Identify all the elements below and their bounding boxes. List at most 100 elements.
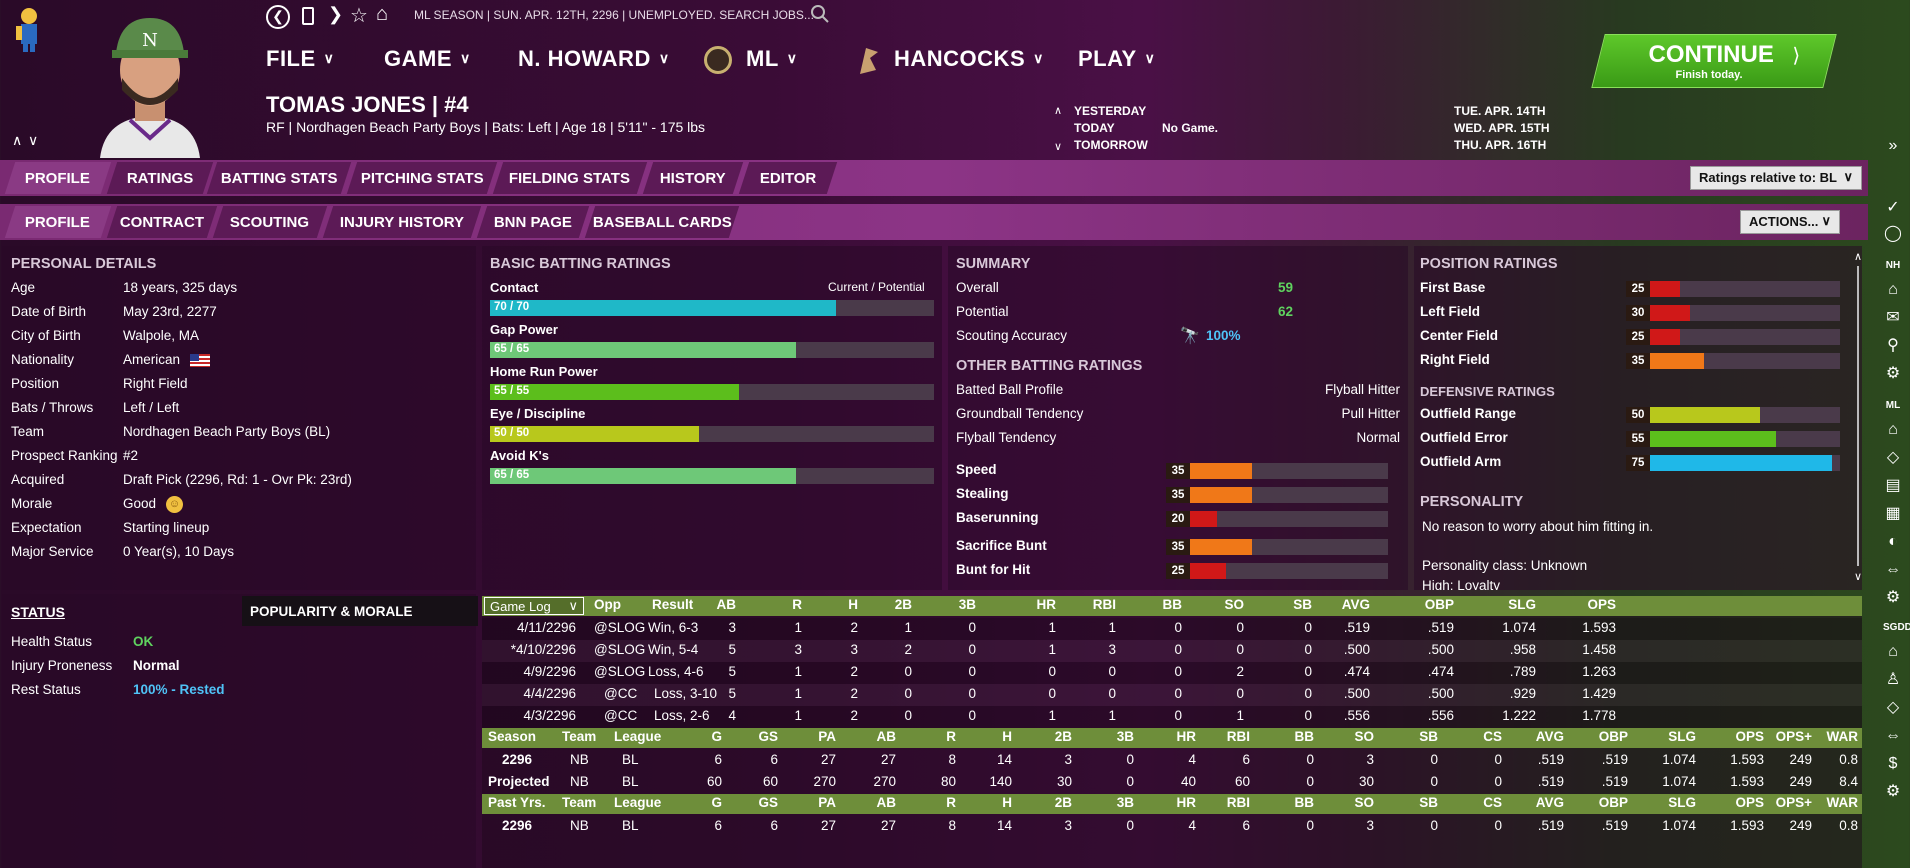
scroll-down-icon[interactable]: ∨ [1854, 571, 1862, 583]
season-status-text[interactable]: ML SEASON | SUN. APR. 12TH, 2296 | UNEMP… [414, 8, 814, 22]
game-stat: 1 [794, 686, 802, 701]
tab-fielding-stats[interactable]: FIELDING STATS [492, 162, 648, 194]
position-rating-value: 25 [1626, 281, 1650, 297]
team-home-icon[interactable]: ⌂ [1888, 281, 1898, 298]
roster-icon[interactable]: ♙ [1885, 671, 1901, 688]
game-log-row[interactable] [482, 618, 1862, 640]
detail-value: American [123, 352, 181, 367]
popularity-morale-tab[interactable]: POPULARITY & MORALE [242, 596, 478, 626]
tab-history[interactable]: HISTORY [642, 162, 744, 194]
game-log-row[interactable] [482, 662, 1862, 684]
season-col-header: OPS [1735, 729, 1764, 744]
player-up-arrow-icon[interactable]: ∧ [12, 132, 23, 148]
position-rating-bar: 30 [1626, 305, 1840, 321]
finance-icon[interactable]: $ [1888, 755, 1898, 772]
defensive-rating-value: 75 [1626, 455, 1650, 471]
subtab-contract[interactable]: CONTRACT [106, 206, 218, 238]
game-log-col-header: SLG [1508, 597, 1536, 612]
game-log-row[interactable] [482, 684, 1862, 706]
defensive-rating-label: Outfield Range [1420, 406, 1517, 421]
sidebar-search-icon[interactable]: ⚲ [1887, 337, 1899, 354]
app-logo-icon[interactable] [12, 6, 46, 52]
subtab-bnn-page[interactable]: BNN PAGE [476, 206, 590, 238]
news-icon[interactable]: ▤ [1885, 477, 1901, 494]
globe-icon[interactable]: ◯ [1884, 225, 1902, 242]
past-col-header: OPS+ [1775, 795, 1812, 810]
subtab-scouting[interactable]: SCOUTING [212, 206, 328, 238]
star-icon[interactable]: ☆ [350, 5, 368, 27]
menu-team[interactable]: HANCOCKS ∨ [894, 46, 1044, 71]
schedule-yesterday[interactable]: YESTERDAY [1074, 104, 1147, 118]
scroll-up-icon[interactable]: ∧ [1854, 251, 1862, 263]
flag-canton [190, 354, 199, 361]
schedule-today[interactable]: TODAY [1074, 121, 1115, 135]
subtab-injury-history[interactable]: INJURY HISTORY [322, 206, 482, 238]
settings-icon[interactable]: ⚙ [1885, 365, 1901, 382]
other-rating-label: Batted Ball Profile [956, 382, 1064, 397]
schedule-up-icon[interactable]: ∧ [1054, 105, 1063, 117]
menu-manager[interactable]: N. HOWARD ∨ [518, 46, 670, 71]
schedule-down-icon[interactable]: ∨ [1054, 141, 1063, 153]
detail-value: Right Field [123, 376, 188, 391]
stats-icon[interactable]: ▦ [1885, 505, 1901, 522]
game-opponent: @SLOG [594, 664, 646, 679]
status-label: Rest Status [11, 682, 81, 697]
position-rating-bar: 35 [1626, 353, 1840, 369]
season-cell: 270 [873, 774, 896, 789]
page-icon[interactable] [302, 7, 314, 25]
subtab-baseball-cards[interactable]: BASEBALL CARDS [584, 206, 740, 238]
ratings-relative-select[interactable]: Ratings relative to: BL ∨ [1690, 166, 1862, 190]
org-home-icon[interactable]: ⌂ [1888, 643, 1898, 660]
diamond-icon[interactable]: ◇ [1886, 449, 1900, 466]
collapse-sidebar-icon[interactable]: » [1888, 137, 1898, 154]
actions-button[interactable]: ACTIONS... ∨ [1740, 210, 1840, 234]
game-stat: .556 [1343, 708, 1370, 723]
field-icon[interactable]: ◇ [1886, 699, 1900, 716]
defensive-ratings-title: DEFENSIVE RATINGS [1420, 384, 1555, 399]
org-settings-icon[interactable]: ⚙ [1885, 783, 1901, 800]
batting-ratings-title: BASIC BATTING RATINGS [490, 256, 671, 272]
trade-icon[interactable]: ⇔ [1885, 727, 1901, 744]
tab-ratings[interactable]: RATINGS [106, 162, 214, 194]
game-log-select[interactable]: Game Log ∨ [484, 597, 584, 615]
personal-details-panel: PERSONAL DETAILS Age 18 years, 325 days Da… [2, 246, 476, 590]
game-log-row[interactable] [482, 706, 1862, 728]
menu-play[interactable]: PLAY ∨ [1078, 46, 1156, 71]
tab-profile[interactable]: PROFILE [4, 162, 112, 194]
summary-label: Scouting Accuracy [956, 328, 1068, 343]
league-home-icon[interactable]: ⌂ [1888, 421, 1898, 438]
detail-value: Nordhagen Beach Party Boys (BL) [123, 424, 331, 439]
check-icon[interactable]: ✓ [1886, 199, 1900, 216]
player-down-arrow-icon[interactable]: ∨ [28, 132, 39, 148]
home-icon[interactable]: ⌂ [376, 3, 389, 25]
tab-batting-stats[interactable]: BATTING STATS [206, 162, 352, 194]
past-col-header: SO [1354, 795, 1374, 810]
past-col-header: HR [1176, 795, 1197, 810]
subtab-profile[interactable]: PROFILE [4, 206, 112, 238]
tab-editor[interactable]: EDITOR [738, 162, 838, 194]
search-icon[interactable] [810, 4, 830, 27]
mail-icon[interactable]: ✉ [1886, 309, 1900, 326]
position-ratings-title: POSITION RATINGS [1420, 256, 1558, 272]
batting-rating-bar: 70 / 70 [490, 300, 934, 316]
game-stat: .556 [1427, 708, 1454, 723]
baseball-icon[interactable]: ◐ [1888, 533, 1898, 550]
league-settings-icon[interactable]: ⚙ [1885, 589, 1901, 606]
continue-button[interactable]: CONTINUE Finish today. ⟩ [1591, 34, 1837, 88]
game-stat: 0 [1304, 686, 1312, 701]
tab-pitching-stats[interactable]: PITCHING STATS [346, 162, 498, 194]
schedule-tomorrow[interactable]: TOMORROW [1074, 138, 1148, 152]
back-button[interactable]: ❮ [266, 5, 290, 29]
season-col-header: SO [1354, 729, 1374, 744]
season-col-header: SLG [1668, 729, 1696, 744]
menu-game[interactable]: GAME ∨ [384, 46, 471, 71]
game-log-row[interactable] [482, 640, 1862, 662]
transactions-icon[interactable]: ⇔ [1885, 561, 1901, 578]
menu-file[interactable]: FILE ∨ [266, 46, 335, 71]
game-stat: 3 [728, 620, 736, 635]
menu-league[interactable]: ML ∨ [746, 46, 798, 71]
forward-icon[interactable]: ❯ [328, 4, 344, 24]
scrollbar-track[interactable] [1857, 266, 1859, 566]
game-stat: 0 [1108, 664, 1116, 679]
status-tab[interactable]: STATUS [11, 604, 65, 620]
